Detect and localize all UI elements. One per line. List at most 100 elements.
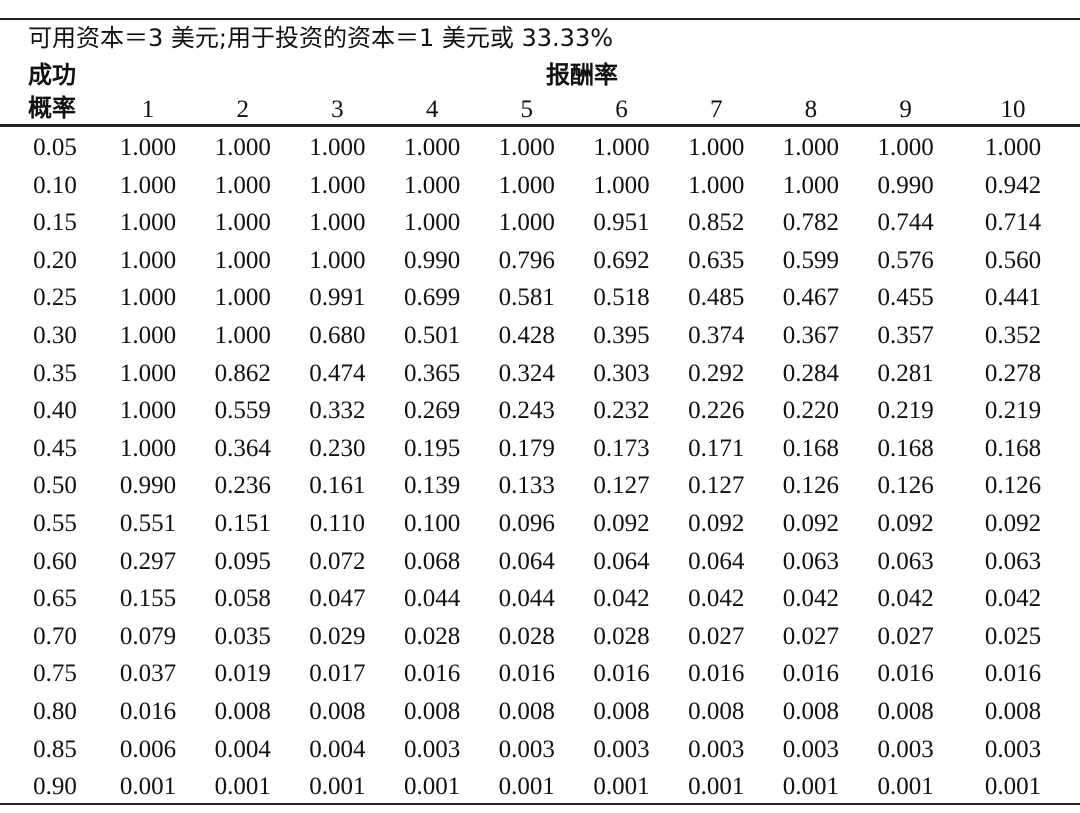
- row-label: 0.35: [33, 359, 77, 387]
- table-cell: 1.000: [984, 134, 1042, 161]
- table-cell: 0.139: [403, 472, 461, 500]
- row-label: 0.20: [33, 246, 77, 274]
- table-cell: 0.016: [688, 660, 745, 688]
- table-cell: 0.230: [309, 434, 366, 462]
- table-cell: 0.079: [119, 622, 177, 650]
- top-rule: [0, 18, 1080, 20]
- table-cell: 0.560: [984, 246, 1042, 274]
- table-cell: 0.008: [309, 698, 366, 725]
- table-cell: 0.243: [498, 397, 555, 425]
- table-cell: 0.744: [877, 209, 934, 237]
- table-cell: 1.000: [119, 246, 177, 274]
- table-cell: 1.000: [119, 359, 177, 387]
- table-cell: 0.027: [688, 622, 745, 650]
- table-cell: 0.001: [214, 773, 271, 801]
- table-cell: 0.037: [119, 660, 177, 688]
- table-cell: 0.016: [498, 660, 555, 688]
- table-cell: 0.126: [984, 472, 1042, 500]
- table-cell: 0.699: [403, 284, 461, 312]
- table-cell: 1.000: [119, 209, 177, 237]
- table-cell: 0.092: [688, 510, 745, 537]
- table-cell: 0.485: [688, 284, 745, 312]
- table-cell: 0.110: [309, 510, 366, 537]
- table-cell: 0.016: [984, 660, 1042, 688]
- table-cell: 0.042: [984, 585, 1042, 613]
- table-cell: 1.000: [498, 171, 555, 199]
- table-cell: 0.518: [593, 284, 650, 312]
- table-cell: 0.127: [688, 472, 745, 500]
- table-cell: 0.028: [593, 622, 650, 650]
- table-cell: 0.332: [309, 397, 366, 425]
- table-cell: 0.008: [214, 698, 271, 725]
- table-cell: 0.220: [782, 397, 840, 425]
- column-header: 1: [141, 96, 155, 123]
- table-cell: 0.016: [782, 660, 840, 688]
- table-cell: 0.044: [498, 585, 555, 613]
- row-label: 0.55: [33, 510, 77, 537]
- table-cell: 0.364: [214, 434, 271, 462]
- table-cell: 0.003: [782, 735, 840, 763]
- table-cell: 1.000: [782, 171, 840, 199]
- table-cell: 0.467: [782, 284, 840, 312]
- table-cell: 0.042: [877, 585, 934, 613]
- table-cell: 0.455: [877, 284, 934, 312]
- table-cell: 1.000: [877, 134, 934, 161]
- table-cell: 0.161: [309, 472, 366, 500]
- table-cell: 0.692: [593, 246, 650, 274]
- table-cell: 0.236: [214, 472, 271, 500]
- table-cell: 1.000: [688, 171, 745, 199]
- table-cell: 1.000: [119, 134, 177, 161]
- table-cell: 0.155: [119, 585, 177, 613]
- table-cell: 0.281: [877, 359, 934, 387]
- table-cell: 1.000: [403, 134, 461, 161]
- table-cell: 0.006: [119, 735, 177, 763]
- table-cell: 0.008: [782, 698, 840, 725]
- table-cell: 1.000: [214, 322, 271, 349]
- table-cell: 1.000: [309, 246, 366, 274]
- row-label: 0.30: [33, 322, 77, 349]
- table-cell: 1.000: [498, 134, 555, 161]
- table-cell: 0.028: [498, 622, 555, 650]
- table-cell: 0.001: [593, 773, 650, 801]
- column-group-header: 报酬率: [546, 61, 618, 89]
- table-cell: 0.357: [877, 322, 934, 349]
- table-cell: 0.008: [498, 698, 555, 725]
- table-cell: 0.001: [403, 773, 461, 801]
- table-cell: 0.092: [782, 510, 840, 537]
- table-cell: 0.001: [782, 773, 840, 801]
- table-cell: 0.278: [984, 359, 1042, 387]
- row-label: 0.45: [33, 434, 77, 462]
- column-header: 8: [804, 96, 818, 123]
- row-label: 0.80: [33, 698, 77, 725]
- table-cell: 0.395: [593, 322, 650, 349]
- table-cell: 1.000: [214, 134, 271, 161]
- table-cell: 0.019: [214, 660, 271, 688]
- table-cell: 0.581: [498, 284, 555, 312]
- table-cell: 1.000: [593, 134, 650, 161]
- table-cell: 0.003: [688, 735, 745, 763]
- table-cell: 0.127: [593, 472, 650, 500]
- table-cell: 0.095: [214, 547, 271, 575]
- table-cell: 0.047: [309, 585, 366, 613]
- bottom-rule: [0, 803, 1080, 805]
- table-cell: 0.126: [877, 472, 934, 500]
- table-cell: 1.000: [119, 322, 177, 349]
- table-cell: 0.092: [877, 510, 934, 537]
- table-cell: 0.035: [214, 622, 271, 650]
- column-header: 4: [425, 96, 439, 123]
- table-cell: 0.027: [877, 622, 934, 650]
- table-title: 可用资本＝3 美元;用于投资的资本＝1 美元或 33.33%: [28, 24, 614, 52]
- table-cell: 0.001: [877, 773, 934, 801]
- table-cell: 0.374: [688, 322, 745, 349]
- table-cell: 0.016: [403, 660, 461, 688]
- table-cell: 1.000: [309, 134, 366, 161]
- table-cell: 0.367: [782, 322, 840, 349]
- table-cell: 0.003: [593, 735, 650, 763]
- table-cell: 1.000: [688, 134, 745, 161]
- row-label: 0.85: [33, 735, 77, 763]
- table-cell: 1.000: [214, 284, 271, 312]
- table-cell: 0.352: [984, 322, 1042, 349]
- row-label: 0.65: [33, 585, 77, 613]
- table-cell: 0.003: [877, 735, 934, 763]
- table-cell: 0.942: [984, 171, 1042, 199]
